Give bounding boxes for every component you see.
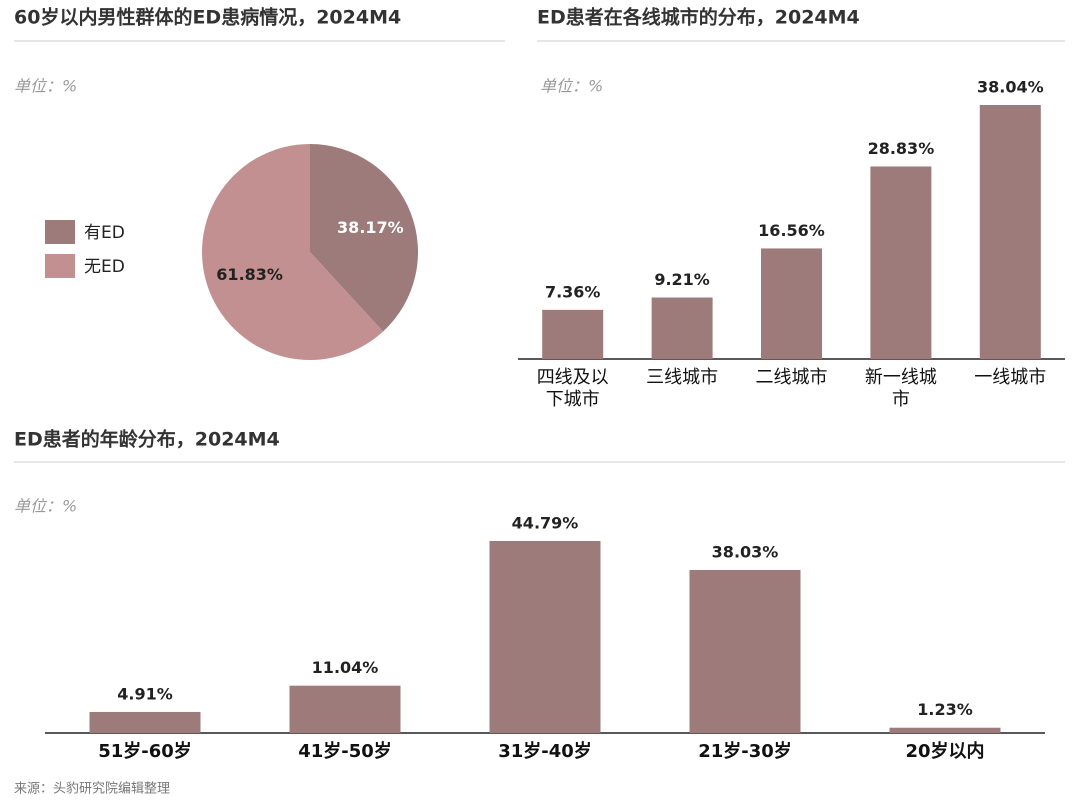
bar: [542, 309, 604, 359]
data-label: 28.83%: [868, 139, 935, 158]
bar: [761, 248, 822, 359]
x-tick-label: 一线城市: [974, 367, 1047, 388]
x-tick-label: 四线及以下城市: [536, 367, 609, 410]
data-label: 4.91%: [117, 684, 173, 703]
data-label: 38.17%: [337, 218, 404, 237]
data-label: 44.79%: [512, 514, 579, 533]
bar: [89, 711, 201, 733]
x-tick-label: 二线城市: [755, 367, 828, 388]
bar: [289, 685, 401, 733]
bar: [689, 569, 801, 733]
x-tick-label: 三线城市: [646, 367, 719, 388]
x-tick-label: 20岁以内: [905, 741, 985, 762]
bar: [489, 541, 601, 733]
source: 来源：头豹研究院编辑整理: [14, 782, 170, 797]
chart-title: ED患者在各线城市的分布，2024M4: [537, 6, 860, 29]
x-tick-label: 新一线城市: [864, 367, 937, 410]
x-tick-label: 51岁-60岁: [98, 741, 192, 762]
bar: [870, 166, 932, 359]
x-tick-label: 21岁-30岁: [698, 741, 792, 762]
unit-label: 单位：%: [14, 77, 77, 96]
bar: [979, 105, 1041, 359]
pie-slice: [310, 144, 419, 332]
unit-label: 单位：%: [540, 77, 603, 96]
data-label: 16.56%: [758, 221, 825, 240]
chart-title: ED患者的年龄分布，2024M4: [14, 428, 280, 451]
data-label: 61.83%: [216, 265, 283, 284]
legend-label: 无ED: [84, 257, 125, 277]
data-label: 38.04%: [977, 78, 1044, 97]
legend-swatch: [45, 254, 75, 278]
bar: [651, 297, 713, 359]
data-label: 1.23%: [917, 700, 973, 719]
pie-slice: [202, 144, 384, 360]
bar: [889, 727, 1001, 733]
x-tick-label: 31岁-40岁: [498, 741, 592, 762]
data-label: 9.21%: [654, 270, 710, 289]
chart-title: 60岁以内男性群体的ED患病情况，2024M4: [14, 6, 401, 29]
legend-swatch: [45, 220, 75, 244]
unit-label: 单位：%: [14, 497, 77, 516]
x-tick-label: 41岁-50岁: [298, 741, 392, 762]
data-label: 11.04%: [312, 658, 379, 677]
data-label: 7.36%: [545, 282, 601, 301]
legend-label: 有ED: [84, 223, 125, 243]
data-label: 38.03%: [712, 542, 779, 561]
